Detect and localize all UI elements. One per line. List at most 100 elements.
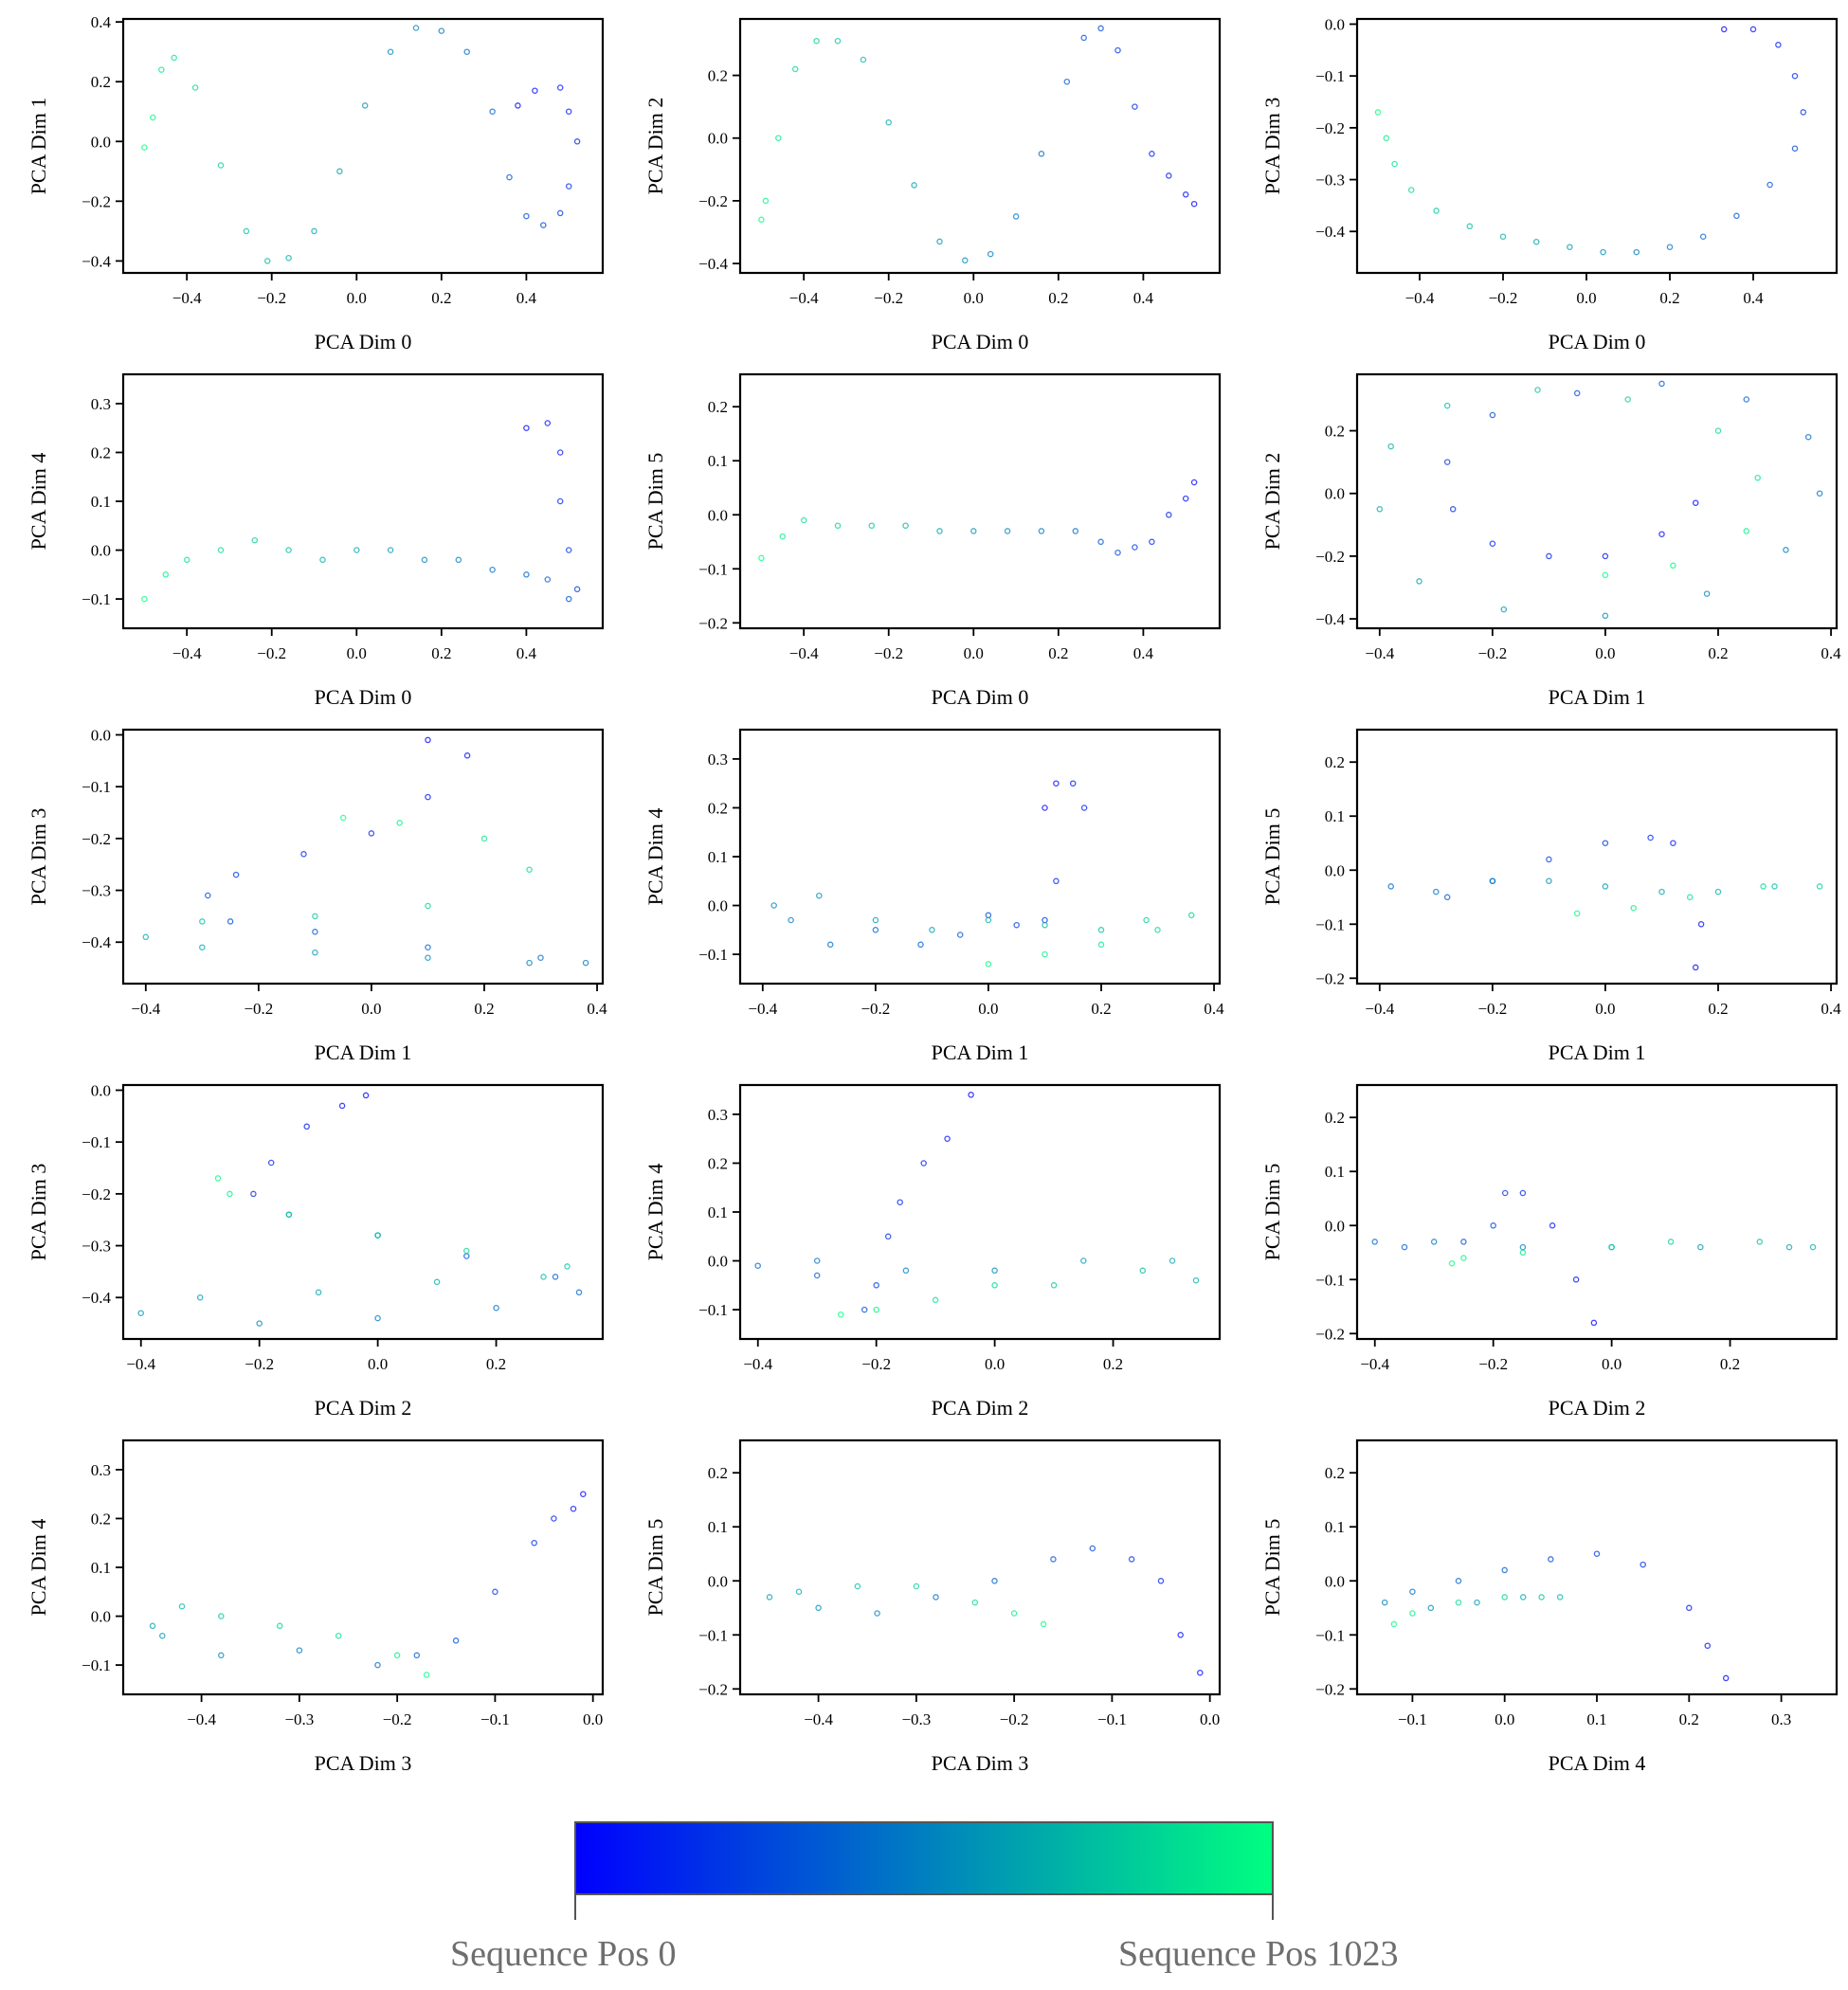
data-point xyxy=(1114,46,1121,54)
x-axis-label: PCA Dim 0 xyxy=(315,685,412,709)
y-tick-label: 0.1 xyxy=(708,1518,728,1536)
y-tick-label: −0.1 xyxy=(1315,1271,1345,1289)
data-point xyxy=(1466,223,1474,230)
data-point xyxy=(968,1092,974,1098)
data-point xyxy=(412,25,420,31)
data-point xyxy=(396,820,403,826)
y-tick-label: −0.4 xyxy=(698,255,728,273)
data-point xyxy=(1097,538,1104,546)
y-tick-label: −0.1 xyxy=(1315,915,1345,933)
data-point xyxy=(991,1267,998,1275)
data-point xyxy=(421,556,428,564)
y-axis-label: PCA Dim 4 xyxy=(643,808,667,906)
data-point xyxy=(1455,1578,1462,1584)
data-point xyxy=(1519,1249,1527,1257)
data-point xyxy=(1760,883,1766,890)
data-point xyxy=(1714,427,1722,434)
axes-frame xyxy=(121,1438,605,1696)
data-point xyxy=(1443,459,1451,465)
y-axis-label: PCA Dim 5 xyxy=(1260,1519,1284,1617)
data-point xyxy=(276,1622,283,1630)
data-point xyxy=(816,892,823,899)
data-point xyxy=(556,209,564,217)
data-point xyxy=(425,944,431,950)
y-tick-label: 0.1 xyxy=(1325,1163,1345,1181)
axes-frame xyxy=(121,1083,605,1341)
data-point xyxy=(361,102,369,109)
y-tick-label: −0.4 xyxy=(82,1289,111,1307)
x-axis-label: PCA Dim 1 xyxy=(1549,1040,1646,1064)
data-point xyxy=(1182,191,1189,198)
data-point xyxy=(315,1289,322,1296)
x-tick-label: 0.2 xyxy=(431,644,451,662)
data-point xyxy=(1013,921,1020,929)
x-axis-label: PCA Dim 2 xyxy=(1549,1396,1646,1420)
data-point xyxy=(183,556,190,564)
x-tick-label: 0.4 xyxy=(1133,644,1154,662)
data-point xyxy=(1519,1243,1527,1251)
y-tick-label: 0.2 xyxy=(708,799,728,817)
scatter-panel: −0.4 −0.3 −0.2 −0.1 0.0 −0.2 −0.1 0.0 0.1 0.2 PCA … xyxy=(643,1438,1222,1775)
data-point xyxy=(312,949,318,956)
x-axis-label: PCA Dim 4 xyxy=(1549,1751,1646,1775)
x-tick-label: −0.2 xyxy=(1000,1710,1029,1728)
data-point xyxy=(1080,1257,1087,1264)
data-point xyxy=(837,1311,844,1318)
data-point xyxy=(813,1272,821,1279)
x-tick-label: 0.4 xyxy=(516,289,537,307)
data-point xyxy=(1154,927,1161,933)
data-point xyxy=(1050,1556,1057,1563)
axes-frame xyxy=(1355,17,1839,275)
x-tick-label: −0.4 xyxy=(126,1355,155,1373)
data-point xyxy=(897,1199,903,1205)
data-point xyxy=(540,222,547,228)
data-point xyxy=(872,916,879,924)
x-tick-label: 0.0 xyxy=(1200,1710,1220,1728)
data-point xyxy=(552,1274,559,1280)
data-point xyxy=(1804,433,1812,441)
scatter-panel: −0.4 −0.2 0.0 0.2 0.4 −0.4 −0.2 0.0 0.2 PCA Dim 1… xyxy=(1260,372,1841,709)
x-tick-label: 0.0 xyxy=(978,1000,998,1018)
data-point xyxy=(1040,1620,1047,1628)
data-point xyxy=(425,954,431,961)
data-point xyxy=(1409,1610,1416,1617)
data-point xyxy=(319,556,326,564)
data-point xyxy=(1192,1276,1200,1284)
data-point xyxy=(1443,894,1451,901)
data-point xyxy=(531,1539,537,1547)
data-point xyxy=(142,933,150,941)
data-point xyxy=(1089,1545,1096,1552)
y-tick-label: −0.1 xyxy=(82,590,111,608)
data-point xyxy=(199,944,206,950)
x-tick-label: 0.1 xyxy=(1586,1710,1606,1728)
x-tick-label: 0.2 xyxy=(486,1355,506,1373)
y-tick-label: −0.1 xyxy=(698,1626,728,1644)
x-tick-label: −0.1 xyxy=(480,1710,510,1728)
x-tick-label: 0.4 xyxy=(1204,1000,1224,1018)
y-tick-label: 0.2 xyxy=(91,443,111,461)
data-point xyxy=(1376,506,1384,513)
x-tick-label: 0.4 xyxy=(1743,289,1764,307)
x-tick-label: 0.2 xyxy=(1679,1710,1699,1728)
y-axis-label: PCA Dim 5 xyxy=(1260,808,1284,906)
y-tick-label: 0.0 xyxy=(1325,861,1345,879)
data-point xyxy=(463,1247,470,1255)
data-point xyxy=(1416,578,1422,585)
data-point xyxy=(393,1652,401,1659)
axes-frame xyxy=(738,17,1222,275)
data-point xyxy=(1546,856,1552,863)
y-tick-label: 0.2 xyxy=(91,73,111,91)
x-tick-label: 0.2 xyxy=(1103,1355,1123,1373)
data-point xyxy=(1743,396,1750,403)
x-axis-label: PCA Dim 1 xyxy=(932,1040,1029,1064)
data-point xyxy=(1816,883,1823,890)
data-point xyxy=(985,916,992,924)
data-point xyxy=(1590,1319,1598,1327)
x-tick-label: 0.2 xyxy=(431,289,451,307)
data-point xyxy=(795,1588,803,1595)
y-tick-label: 0.0 xyxy=(708,130,728,148)
x-tick-label: 0.2 xyxy=(1708,1000,1728,1018)
x-tick-label: −0.1 xyxy=(1398,1710,1427,1728)
data-point xyxy=(544,576,552,583)
